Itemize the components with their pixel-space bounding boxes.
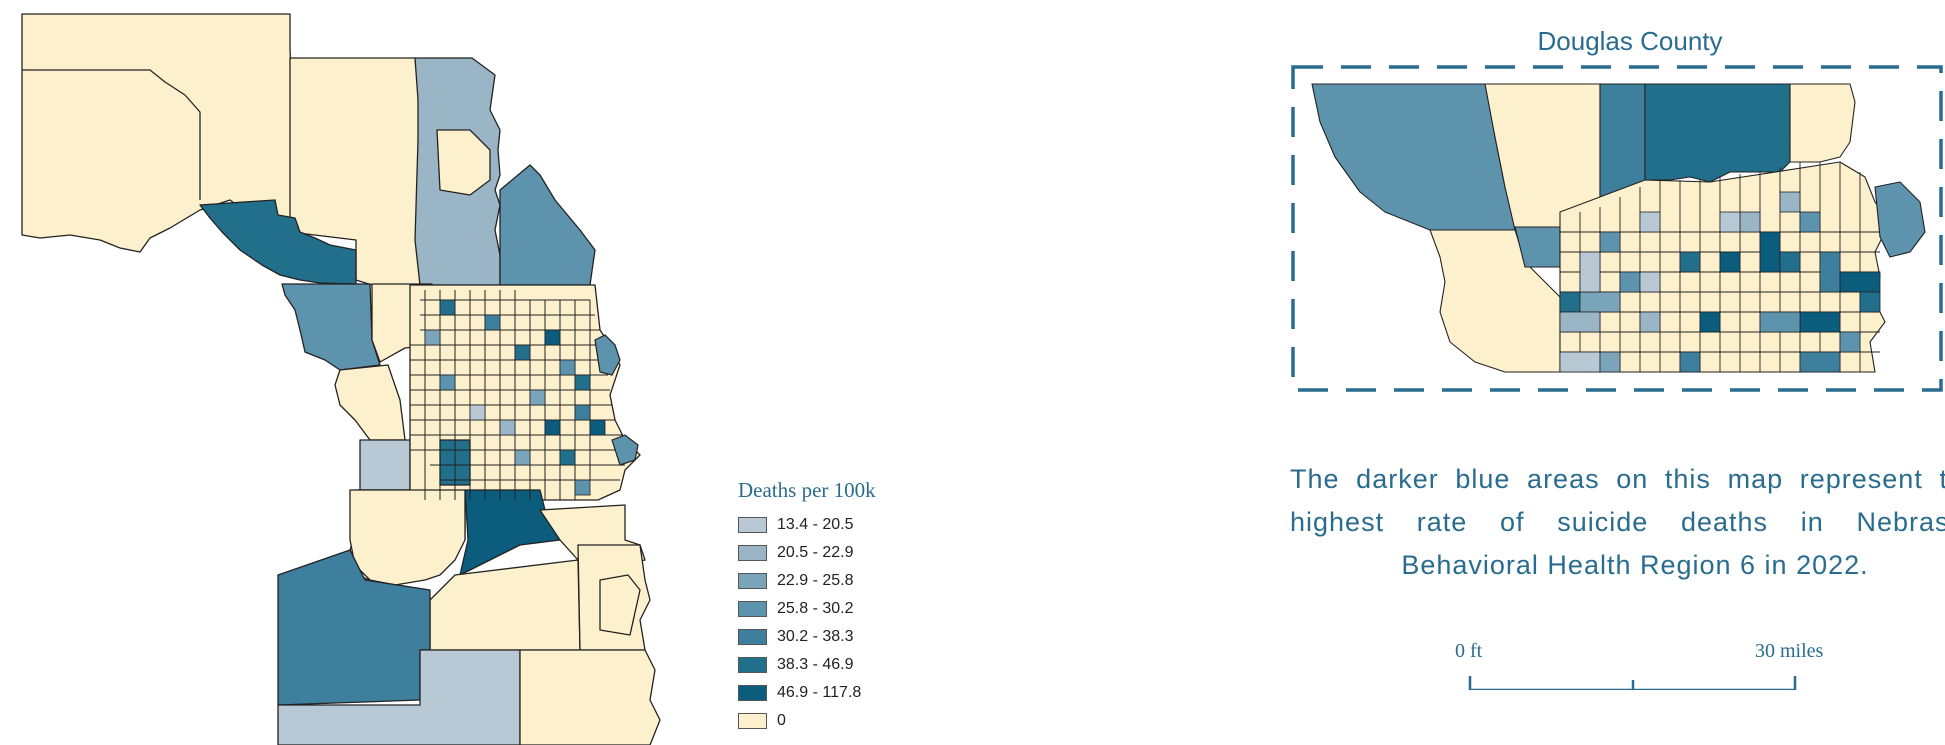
map-tract bbox=[334, 364, 406, 441]
map-tract bbox=[1599, 351, 1621, 373]
map-tract bbox=[1799, 351, 1841, 373]
scale-bar-line bbox=[1468, 676, 1797, 690]
map-tract bbox=[1799, 211, 1821, 233]
map-tract bbox=[1839, 271, 1881, 293]
map-tract bbox=[1799, 311, 1841, 333]
map-tract bbox=[359, 439, 411, 491]
map-tract bbox=[424, 329, 441, 346]
map-tract bbox=[349, 489, 466, 586]
legend-label: 46.9 - 117.8 bbox=[777, 684, 862, 701]
map-tract bbox=[559, 449, 576, 466]
map-tract bbox=[1699, 311, 1721, 333]
map-tract bbox=[514, 344, 531, 361]
map-legend: Deaths per 100k 13.4 - 20.5 20.5 - 22.9 22… bbox=[738, 478, 876, 735]
legend-swatch bbox=[738, 629, 767, 645]
map-tract bbox=[1579, 251, 1601, 293]
inset-map-title: Douglas County bbox=[1537, 26, 1723, 56]
map-tract bbox=[529, 389, 546, 406]
legend-item: 38.3 - 46.9 bbox=[738, 651, 876, 679]
map-tract bbox=[429, 559, 581, 651]
map-tract bbox=[544, 329, 561, 346]
legend-item: 20.5 - 22.9 bbox=[738, 539, 876, 567]
legend-item: 46.9 - 117.8 bbox=[738, 679, 876, 707]
map-tract bbox=[574, 374, 591, 391]
map-tract bbox=[574, 479, 591, 496]
map-tract bbox=[574, 404, 591, 421]
map-tract bbox=[1759, 311, 1801, 333]
legend-swatch bbox=[738, 517, 767, 533]
legend-item: 22.9 - 25.8 bbox=[738, 567, 876, 595]
legend-items: 13.4 - 20.5 20.5 - 22.9 22.9 - 25.8 25.8 - … bbox=[738, 511, 876, 735]
map-tract bbox=[1819, 251, 1841, 293]
map-tract bbox=[1619, 271, 1641, 293]
map-tract bbox=[1311, 83, 1516, 233]
legend-item: 0 bbox=[738, 707, 876, 735]
map-tract bbox=[1639, 211, 1661, 233]
map-tract bbox=[1559, 351, 1601, 373]
map-tract-outline bbox=[22, 69, 201, 200]
map-tract bbox=[469, 404, 486, 421]
map-tract bbox=[519, 649, 661, 745]
legend-label: 30.2 - 38.3 bbox=[777, 628, 854, 645]
map-tract bbox=[439, 299, 456, 316]
map-tract bbox=[436, 129, 491, 196]
map-description: The darker blue areas on this map repres… bbox=[1290, 464, 1945, 580]
map-tract bbox=[1739, 211, 1761, 233]
legend-swatch bbox=[738, 713, 767, 729]
map-tract bbox=[499, 419, 516, 436]
legend-item: 30.2 - 38.3 bbox=[738, 623, 876, 651]
map-tract bbox=[1639, 271, 1661, 293]
map-tract bbox=[1859, 291, 1881, 313]
map-tract bbox=[514, 449, 531, 466]
legend-item: 25.8 - 30.2 bbox=[738, 595, 876, 623]
map-tract bbox=[1719, 211, 1741, 233]
legend-swatch bbox=[738, 685, 767, 701]
legend-swatch bbox=[738, 601, 767, 617]
legend-swatch bbox=[738, 573, 767, 589]
map-tract bbox=[1644, 83, 1791, 183]
map-tract bbox=[1874, 181, 1926, 258]
map-tract bbox=[459, 489, 561, 576]
region-6-choropleth-map bbox=[21, 13, 661, 745]
map-tract bbox=[594, 334, 621, 376]
legend-swatch bbox=[738, 545, 767, 561]
legend-label: 0 bbox=[777, 712, 786, 729]
map-tract bbox=[1759, 231, 1781, 273]
map-tract bbox=[599, 574, 641, 636]
legend-label: 13.4 - 20.5 bbox=[777, 516, 854, 533]
douglas-county-inset-map bbox=[1291, 65, 1943, 392]
map-tract bbox=[559, 359, 576, 376]
map-tract bbox=[1599, 231, 1621, 253]
scale-start-label: 0 ft bbox=[1455, 640, 1483, 662]
map-tract bbox=[1679, 251, 1701, 273]
scale-end-label: 30 miles bbox=[1755, 640, 1824, 662]
map-tract bbox=[281, 283, 381, 371]
map-tract bbox=[1559, 291, 1581, 313]
map-tract bbox=[1789, 83, 1856, 163]
map-tract bbox=[1639, 311, 1661, 333]
legend-label: 20.5 - 22.9 bbox=[777, 544, 854, 561]
map-tract bbox=[1779, 251, 1801, 273]
legend-label: 25.8 - 30.2 bbox=[777, 600, 854, 617]
legend-label: 38.3 - 46.9 bbox=[777, 656, 854, 673]
map-tract bbox=[589, 419, 606, 436]
legend-swatch bbox=[738, 657, 767, 673]
legend-item: 13.4 - 20.5 bbox=[738, 511, 876, 539]
map-tract bbox=[499, 164, 596, 286]
map-tract bbox=[611, 434, 639, 466]
map-tract bbox=[484, 314, 501, 331]
map-tract bbox=[1779, 191, 1801, 213]
map-tract bbox=[1559, 311, 1601, 333]
inset-dashed-frame bbox=[1291, 65, 1943, 392]
legend-label: 22.9 - 25.8 bbox=[777, 572, 854, 589]
map-tract bbox=[1579, 291, 1621, 313]
map-tract bbox=[1719, 251, 1741, 273]
map-tract bbox=[439, 374, 456, 391]
map-tract bbox=[544, 419, 561, 436]
map-tract bbox=[1839, 331, 1861, 353]
map-tract bbox=[1679, 351, 1701, 373]
legend-title: Deaths per 100k bbox=[738, 478, 876, 502]
